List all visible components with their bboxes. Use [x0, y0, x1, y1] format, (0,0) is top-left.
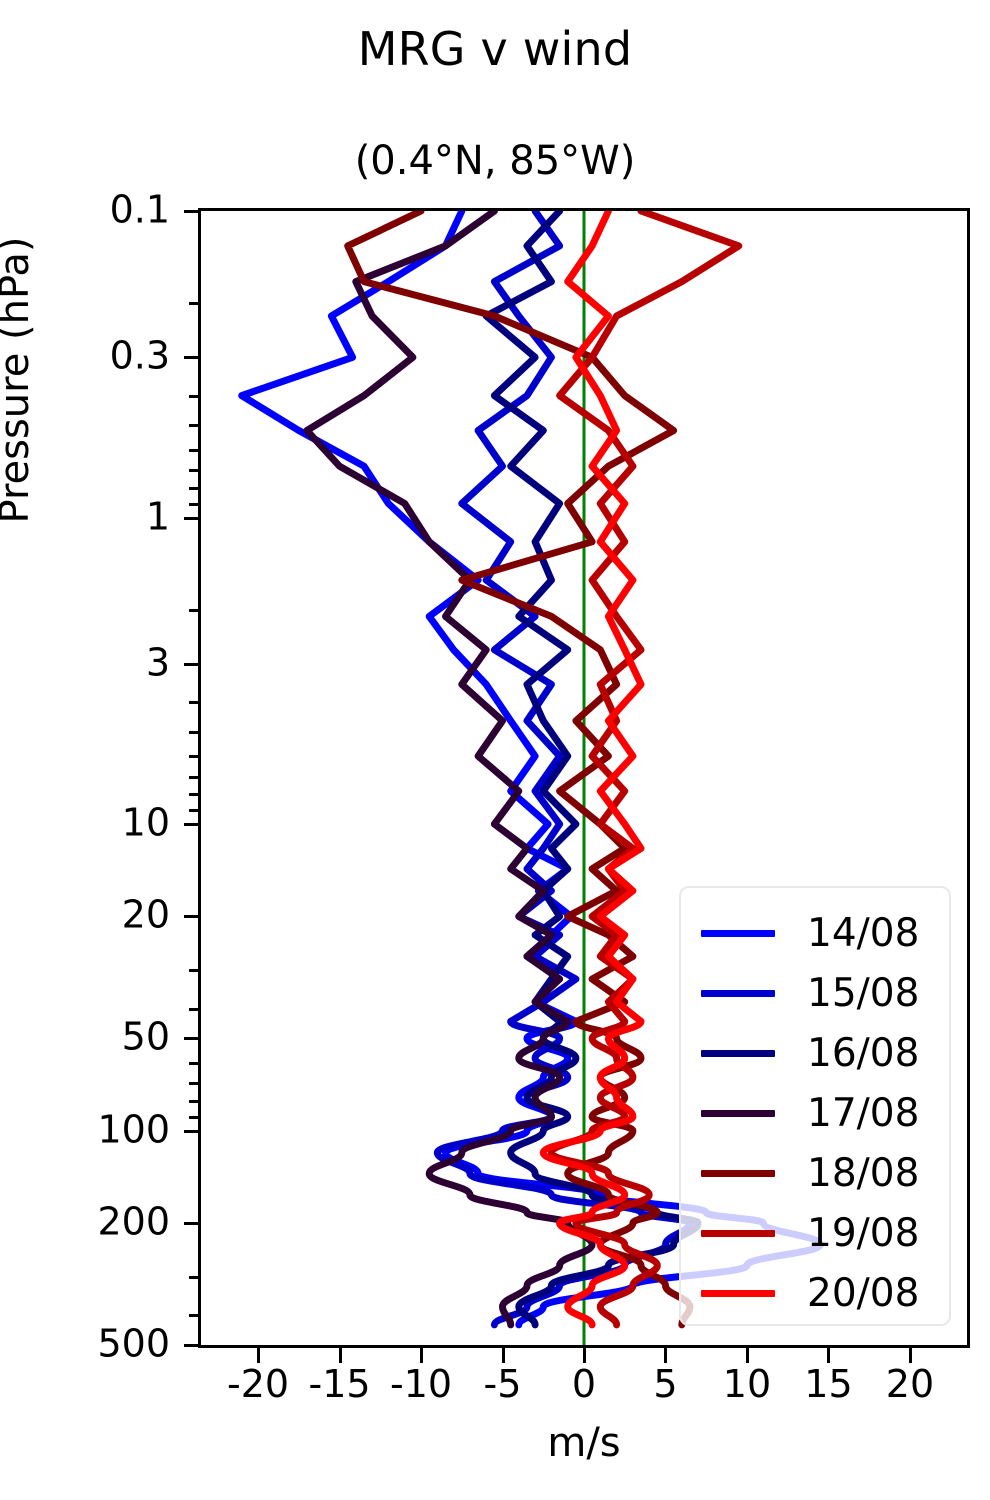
y-minor-tick-mark	[189, 448, 200, 452]
y-tick-mark	[184, 1037, 200, 1041]
y-minor-tick-mark	[189, 1100, 200, 1103]
series-line	[539, 211, 645, 1329]
legend-item[interactable]: 16/08	[681, 1022, 953, 1084]
legend-item-label: 17/08	[807, 1090, 920, 1136]
legend-item-label: 15/08	[807, 970, 920, 1016]
y-tick-mark	[184, 1222, 200, 1225]
x-tick-label: 10	[722, 1362, 772, 1406]
x-tick-label: -5	[483, 1362, 522, 1406]
legend-color-swatch	[701, 1109, 775, 1117]
legend-item[interactable]: 18/08	[681, 1142, 953, 1204]
legend-item-label: 18/08	[807, 1150, 920, 1196]
y-minor-tick-mark	[189, 701, 200, 705]
y-minor-tick-mark	[189, 1007, 200, 1011]
y-minor-tick-mark	[189, 502, 200, 506]
y-tick-label: 200	[97, 1199, 170, 1244]
y-tick-mark	[184, 1129, 200, 1133]
y-minor-tick-mark	[189, 424, 200, 428]
y-tick-label: 0.3	[109, 333, 170, 378]
legend-item-label: 16/08	[807, 1030, 920, 1076]
y-tick-label: 3	[145, 640, 170, 685]
y-minor-tick-mark	[189, 1061, 200, 1065]
y-minor-tick-mark	[189, 469, 200, 473]
y-tick-mark	[184, 356, 200, 360]
legend-color-swatch	[701, 1289, 775, 1297]
y-minor-tick-mark	[189, 1115, 200, 1119]
y-minor-tick-mark	[189, 730, 200, 734]
y-tick-mark	[184, 1344, 200, 1347]
y-tick-label: 50	[121, 1014, 170, 1059]
x-tick-mark	[420, 1347, 424, 1363]
legend-item[interactable]: 15/08	[681, 962, 953, 1024]
legend-color-swatch	[701, 1049, 775, 1057]
legend-item[interactable]: 17/08	[681, 1082, 953, 1144]
x-tick-mark	[664, 1347, 668, 1363]
y-minor-tick-mark	[189, 809, 200, 813]
y-tick-label: 10	[121, 800, 170, 845]
y-minor-tick-mark	[189, 755, 200, 759]
y-minor-tick-mark	[189, 394, 200, 398]
series-svg	[238, 211, 824, 1345]
y-tick-label: 500	[97, 1321, 170, 1366]
y-minor-tick-mark	[189, 775, 200, 779]
y-tick-mark	[184, 210, 200, 213]
y-minor-tick-mark	[189, 969, 200, 973]
legend[interactable]: 14/08 15/08 16/08 17/08 18/08 19/08 20/08	[679, 886, 951, 1326]
series-line	[303, 211, 596, 1329]
plot-lines-container	[201, 211, 967, 1345]
legend-item[interactable]: 19/08	[681, 1202, 953, 1264]
x-tick-mark	[908, 1347, 912, 1363]
y-minor-tick-mark	[189, 793, 200, 797]
chart-subtitle: (0.4°N, 85°W)	[354, 138, 636, 184]
x-tick-mark	[745, 1347, 749, 1363]
x-axis-label: m/s	[547, 1420, 621, 1466]
y-tick-mark	[184, 662, 200, 666]
x-tick-mark	[257, 1347, 261, 1363]
x-tick-label: -20	[226, 1362, 290, 1406]
y-tick-mark	[184, 915, 200, 919]
y-tick-label: 1	[145, 494, 170, 539]
y-minor-tick-mark	[189, 608, 200, 612]
y-axis-tick-labels: 0.1 0.3 1 3 10 20 50 100 200 500	[0, 0, 178, 1500]
legend-color-swatch	[701, 989, 775, 997]
y-minor-tick-mark	[189, 302, 200, 306]
y-tick-label: 100	[97, 1107, 170, 1152]
legend-item-label: 20/08	[807, 1270, 920, 1316]
legend-color-swatch	[701, 929, 775, 937]
x-tick-mark	[827, 1347, 831, 1363]
y-tick-mark	[184, 516, 200, 520]
legend-color-swatch	[701, 1169, 775, 1177]
y-minor-tick-mark	[189, 486, 200, 490]
y-tick-label: 0.1	[109, 187, 170, 232]
x-tick-label: -15	[308, 1362, 371, 1406]
y-tick-label: 20	[121, 892, 170, 937]
legend-item[interactable]: 14/08	[681, 902, 953, 964]
y-tick-mark	[184, 823, 200, 827]
y-minor-tick-mark	[189, 1275, 200, 1279]
x-tick-mark	[338, 1347, 342, 1363]
legend-item-label: 19/08	[807, 1210, 920, 1256]
x-tick-label: 20	[885, 1362, 935, 1406]
legend-item-label: 14/08	[807, 910, 920, 956]
legend-item[interactable]: 20/08	[681, 1262, 953, 1324]
y-minor-tick-mark	[189, 1314, 200, 1318]
chart-title: MRG v wind	[357, 22, 633, 76]
x-tick-label: 0	[571, 1362, 597, 1406]
series-line	[344, 211, 694, 1329]
x-tick-label: 15	[804, 1362, 853, 1406]
y-minor-tick-mark	[189, 1082, 200, 1086]
x-tick-label: 5	[653, 1362, 678, 1406]
x-tick-mark	[501, 1347, 505, 1363]
legend-color-swatch	[701, 1229, 775, 1237]
x-tick-label: -10	[389, 1362, 453, 1406]
x-tick-mark	[583, 1347, 586, 1363]
